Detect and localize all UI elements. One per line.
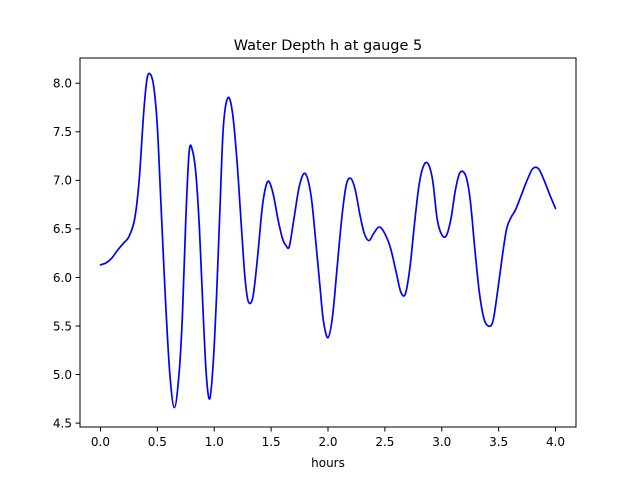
y-tick-label: 8.0 <box>53 77 72 91</box>
x-axis-label: hours <box>311 456 345 470</box>
x-tick-label: 3.0 <box>432 435 451 449</box>
y-axis: 4.5 5.0 5.5 6.0 6.5 7.0 7.5 8.0 <box>53 77 80 430</box>
x-tick-label: 0.5 <box>148 435 167 449</box>
x-tick-label: 1.5 <box>262 435 281 449</box>
chart-title: Water Depth h at gauge 5 <box>234 38 422 54</box>
x-tick-label: 2.5 <box>375 435 394 449</box>
x-tick-label: 1.0 <box>205 435 224 449</box>
x-axis: 0.0 0.5 1.0 1.5 2.0 2.5 3.0 3.5 4.0 <box>91 427 565 449</box>
x-tick-label: 0.0 <box>91 435 110 449</box>
y-tick-label: 6.5 <box>53 222 72 236</box>
x-tick-label: 4.0 <box>546 435 565 449</box>
x-tick-label: 3.5 <box>489 435 508 449</box>
y-tick-label: 4.5 <box>53 416 72 430</box>
y-tick-label: 7.5 <box>53 125 72 139</box>
y-tick-label: 6.0 <box>53 271 72 285</box>
y-tick-label: 7.0 <box>53 174 72 188</box>
plot-area <box>79 57 577 428</box>
y-tick-label: 5.0 <box>53 368 72 382</box>
axes-background <box>80 58 576 427</box>
y-tick-label: 5.5 <box>53 319 72 333</box>
series-line-0 <box>99 72 557 409</box>
x-tick-label: 2.0 <box>318 435 337 449</box>
data-layer <box>99 72 557 409</box>
